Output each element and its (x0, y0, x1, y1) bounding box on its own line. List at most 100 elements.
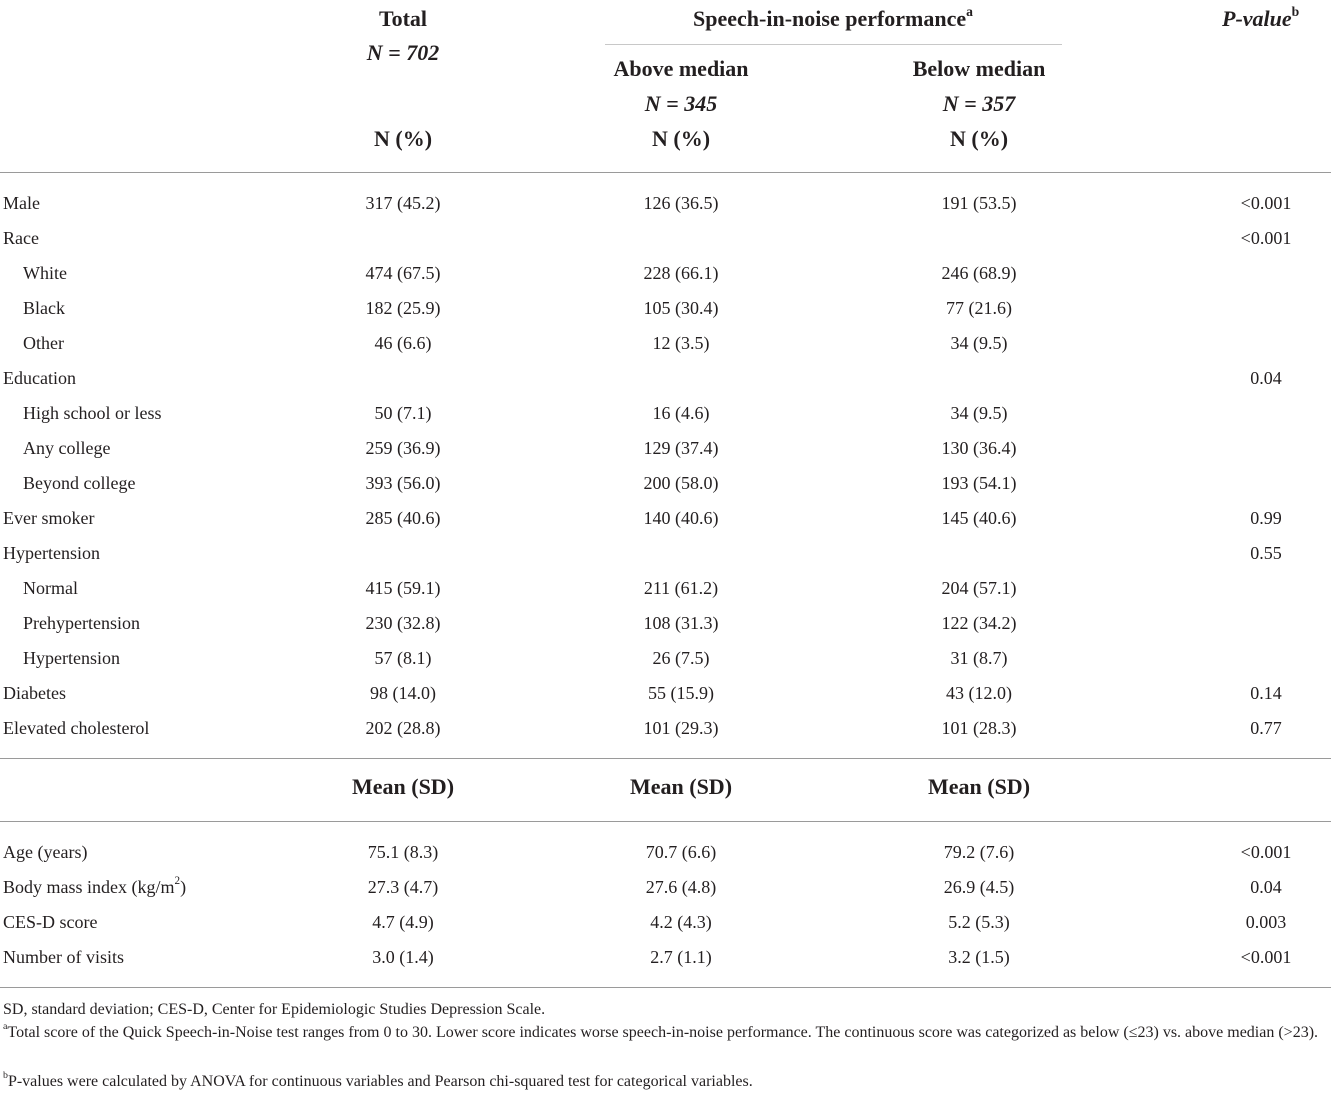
cell-below-median: 26.9 (4.5) (943, 877, 1015, 897)
mid-rule (0, 758, 1331, 759)
footnote-a: aTotal score of the Quick Speech-in-Nois… (3, 1021, 1319, 1041)
bottom-rule (0, 987, 1331, 988)
cell-total: 50 (7.1) (374, 403, 432, 423)
row-label: Normal (23, 578, 78, 598)
header-below-title: Below median (912, 56, 1046, 81)
header-below-unit: N (%) (949, 126, 1009, 151)
cell-below-median: 3.2 (1.5) (948, 947, 1010, 967)
cell-below-median: 122 (34.2) (941, 613, 1017, 633)
cell-total: 285 (40.6) (365, 508, 441, 528)
cell-below-median: 31 (8.7) (950, 648, 1008, 668)
row-label: Education (3, 368, 76, 388)
cell-total: 230 (32.8) (365, 613, 441, 633)
mean-header-total: Mean (SD) (351, 774, 455, 799)
header-total-n: N = 702 (366, 40, 440, 65)
header-group-title: Speech-in-noise performancea (693, 3, 973, 31)
cell-p-value: <0.001 (1240, 842, 1292, 862)
group-underline (605, 44, 1062, 45)
row-label: Any college (23, 438, 111, 458)
header-rule (0, 172, 1331, 173)
row-label: Race (3, 228, 39, 248)
row-label: CES-D score (3, 912, 98, 932)
cell-above-median: 105 (30.4) (643, 298, 719, 318)
row-label: Body mass index (kg/m2) (3, 875, 187, 897)
cell-p-value: 0.003 (1245, 912, 1287, 932)
cell-below-median: 145 (40.6) (941, 508, 1017, 528)
cell-p-value: 0.14 (1250, 683, 1282, 703)
row-label: Number of visits (3, 947, 124, 967)
cell-p-value: 0.04 (1250, 877, 1282, 897)
row-label: Male (3, 193, 40, 213)
cell-total: 57 (8.1) (374, 648, 432, 668)
cell-above-median: 12 (3.5) (652, 333, 710, 353)
header-above-n: N = 345 (644, 91, 718, 116)
cell-p-value: 0.77 (1250, 718, 1282, 738)
cell-p-value: 0.99 (1250, 508, 1282, 528)
row-label: Beyond college (23, 473, 136, 493)
cell-above-median: 211 (61.2) (643, 578, 719, 598)
cell-total: 4.7 (4.9) (372, 912, 434, 932)
row-label: Prehypertension (23, 613, 140, 633)
header-above-unit: N (%) (651, 126, 711, 151)
mean-rule (0, 821, 1331, 822)
cell-total: 202 (28.8) (365, 718, 441, 738)
cell-above-median: 200 (58.0) (643, 473, 719, 493)
cell-total: 98 (14.0) (370, 683, 436, 703)
cell-above-median: 108 (31.3) (643, 613, 719, 633)
row-label: Age (years) (3, 842, 88, 862)
cell-above-median: 129 (37.4) (643, 438, 719, 458)
cell-above-median: 70.7 (6.6) (645, 842, 717, 862)
cell-above-median: 27.6 (4.8) (645, 877, 717, 897)
cell-total: 75.1 (8.3) (367, 842, 439, 862)
cell-total: 415 (59.1) (365, 578, 441, 598)
row-label: Ever smoker (3, 508, 95, 528)
cell-above-median: 55 (15.9) (648, 683, 714, 703)
cell-below-median: 79.2 (7.6) (943, 842, 1015, 862)
header-below-n: N = 357 (942, 91, 1016, 116)
cell-above-median: 2.7 (1.1) (650, 947, 712, 967)
cell-below-median: 34 (9.5) (950, 333, 1008, 353)
cell-below-median: 204 (57.1) (941, 578, 1017, 598)
cell-total: 182 (25.9) (365, 298, 441, 318)
cell-total: 317 (45.2) (365, 193, 441, 213)
cell-total: 27.3 (4.7) (367, 877, 439, 897)
header-total-unit: N (%) (373, 126, 433, 151)
row-label: Black (23, 298, 65, 318)
cell-total: 46 (6.6) (374, 333, 432, 353)
cell-above-median: 4.2 (4.3) (650, 912, 712, 932)
cell-below-median: 246 (68.9) (941, 263, 1017, 283)
cell-below-median: 101 (28.3) (941, 718, 1017, 738)
mean-header-below: Mean (SD) (927, 774, 1031, 799)
cell-below-median: 191 (53.5) (941, 193, 1017, 213)
cell-above-median: 26 (7.5) (652, 648, 710, 668)
header-pvalue: P-valueb (1222, 3, 1300, 31)
cell-below-median: 34 (9.5) (950, 403, 1008, 423)
cell-p-value: <0.001 (1240, 947, 1292, 967)
cell-p-value: 0.55 (1250, 543, 1282, 563)
cell-above-median: 140 (40.6) (643, 508, 719, 528)
cell-above-median: 228 (66.1) (643, 263, 719, 283)
cell-total: 3.0 (1.4) (372, 947, 434, 967)
cell-total: 474 (67.5) (365, 263, 441, 283)
header-total-title: Total (378, 6, 428, 31)
cell-above-median: 16 (4.6) (652, 403, 710, 423)
cell-total: 393 (56.0) (365, 473, 441, 493)
cell-p-value: 0.04 (1250, 368, 1282, 388)
row-label: High school or less (23, 403, 162, 423)
cell-below-median: 130 (36.4) (941, 438, 1017, 458)
cell-below-median: 77 (21.6) (946, 298, 1012, 318)
cell-below-median: 193 (54.1) (941, 473, 1017, 493)
row-label: Other (23, 333, 64, 353)
mean-header-above: Mean (SD) (629, 774, 733, 799)
row-label: Diabetes (3, 683, 66, 703)
cell-p-value: <0.001 (1240, 228, 1292, 248)
row-label: Hypertension (3, 543, 100, 563)
header-above-title: Above median (613, 56, 749, 81)
cell-above-median: 101 (29.3) (643, 718, 719, 738)
cell-p-value: <0.001 (1240, 193, 1292, 213)
cell-above-median: 126 (36.5) (643, 193, 719, 213)
footnote-abbreviations: SD, standard deviation; CES-D, Center fo… (3, 1001, 546, 1018)
cell-total: 259 (36.9) (365, 438, 441, 458)
cell-below-median: 43 (12.0) (946, 683, 1012, 703)
row-label: White (23, 263, 67, 283)
